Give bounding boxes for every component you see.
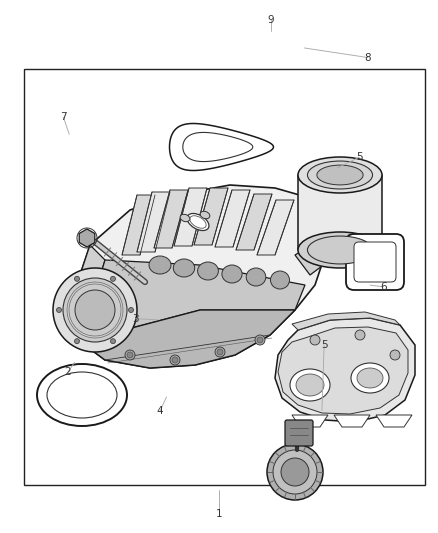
Circle shape <box>170 355 180 365</box>
Polygon shape <box>292 415 328 427</box>
Circle shape <box>127 352 133 358</box>
Circle shape <box>215 347 225 357</box>
Polygon shape <box>334 415 370 427</box>
Ellipse shape <box>180 214 190 222</box>
Polygon shape <box>257 200 294 255</box>
Polygon shape <box>278 327 408 414</box>
Text: 7: 7 <box>60 112 67 122</box>
Ellipse shape <box>307 161 373 189</box>
Polygon shape <box>194 188 228 245</box>
Polygon shape <box>376 415 412 427</box>
Polygon shape <box>275 318 415 422</box>
Circle shape <box>74 338 80 344</box>
Circle shape <box>128 308 134 312</box>
Polygon shape <box>78 310 295 368</box>
Ellipse shape <box>246 268 266 286</box>
Text: 4: 4 <box>156 407 163 416</box>
Ellipse shape <box>200 211 210 219</box>
Circle shape <box>125 350 135 360</box>
Ellipse shape <box>271 271 290 289</box>
Circle shape <box>355 330 365 340</box>
Circle shape <box>273 450 317 494</box>
Ellipse shape <box>357 368 383 388</box>
Circle shape <box>267 444 323 500</box>
Text: 1: 1 <box>215 510 223 519</box>
Circle shape <box>257 337 263 343</box>
Circle shape <box>172 357 178 363</box>
Ellipse shape <box>298 232 382 268</box>
Ellipse shape <box>290 369 330 401</box>
FancyBboxPatch shape <box>354 242 396 282</box>
Polygon shape <box>174 188 207 246</box>
Polygon shape <box>183 132 253 161</box>
Polygon shape <box>79 229 95 247</box>
FancyBboxPatch shape <box>285 420 313 446</box>
Ellipse shape <box>198 262 219 280</box>
Ellipse shape <box>149 256 171 274</box>
Circle shape <box>110 338 116 344</box>
Text: 3: 3 <box>132 314 139 324</box>
Polygon shape <box>90 260 305 335</box>
Polygon shape <box>236 194 272 250</box>
Text: 5: 5 <box>321 341 328 350</box>
Circle shape <box>63 278 127 342</box>
Circle shape <box>390 350 400 360</box>
Text: 2: 2 <box>64 367 71 377</box>
Circle shape <box>217 349 223 355</box>
Polygon shape <box>215 190 250 247</box>
Circle shape <box>281 458 309 486</box>
FancyBboxPatch shape <box>346 234 404 290</box>
Ellipse shape <box>296 374 324 396</box>
Polygon shape <box>137 192 170 252</box>
Ellipse shape <box>47 372 117 418</box>
Circle shape <box>74 276 80 281</box>
Polygon shape <box>170 124 273 171</box>
Polygon shape <box>154 190 188 248</box>
Ellipse shape <box>317 165 363 185</box>
Ellipse shape <box>298 157 382 193</box>
Polygon shape <box>68 185 325 368</box>
Ellipse shape <box>37 364 127 426</box>
Polygon shape <box>295 240 330 275</box>
Text: 8: 8 <box>364 53 371 62</box>
Ellipse shape <box>173 259 195 277</box>
Ellipse shape <box>307 236 373 264</box>
Text: 5: 5 <box>356 152 363 162</box>
Polygon shape <box>122 195 155 255</box>
Polygon shape <box>298 175 382 250</box>
Bar <box>24 69 425 485</box>
Circle shape <box>75 290 115 330</box>
Circle shape <box>110 276 116 281</box>
Circle shape <box>57 308 61 312</box>
Text: 9: 9 <box>267 15 274 25</box>
Text: 6: 6 <box>380 282 387 292</box>
Polygon shape <box>75 245 105 310</box>
Circle shape <box>53 268 137 352</box>
Ellipse shape <box>351 363 389 393</box>
Ellipse shape <box>187 214 209 231</box>
Circle shape <box>255 335 265 345</box>
Circle shape <box>310 335 320 345</box>
Ellipse shape <box>222 265 242 283</box>
Polygon shape <box>292 312 400 330</box>
